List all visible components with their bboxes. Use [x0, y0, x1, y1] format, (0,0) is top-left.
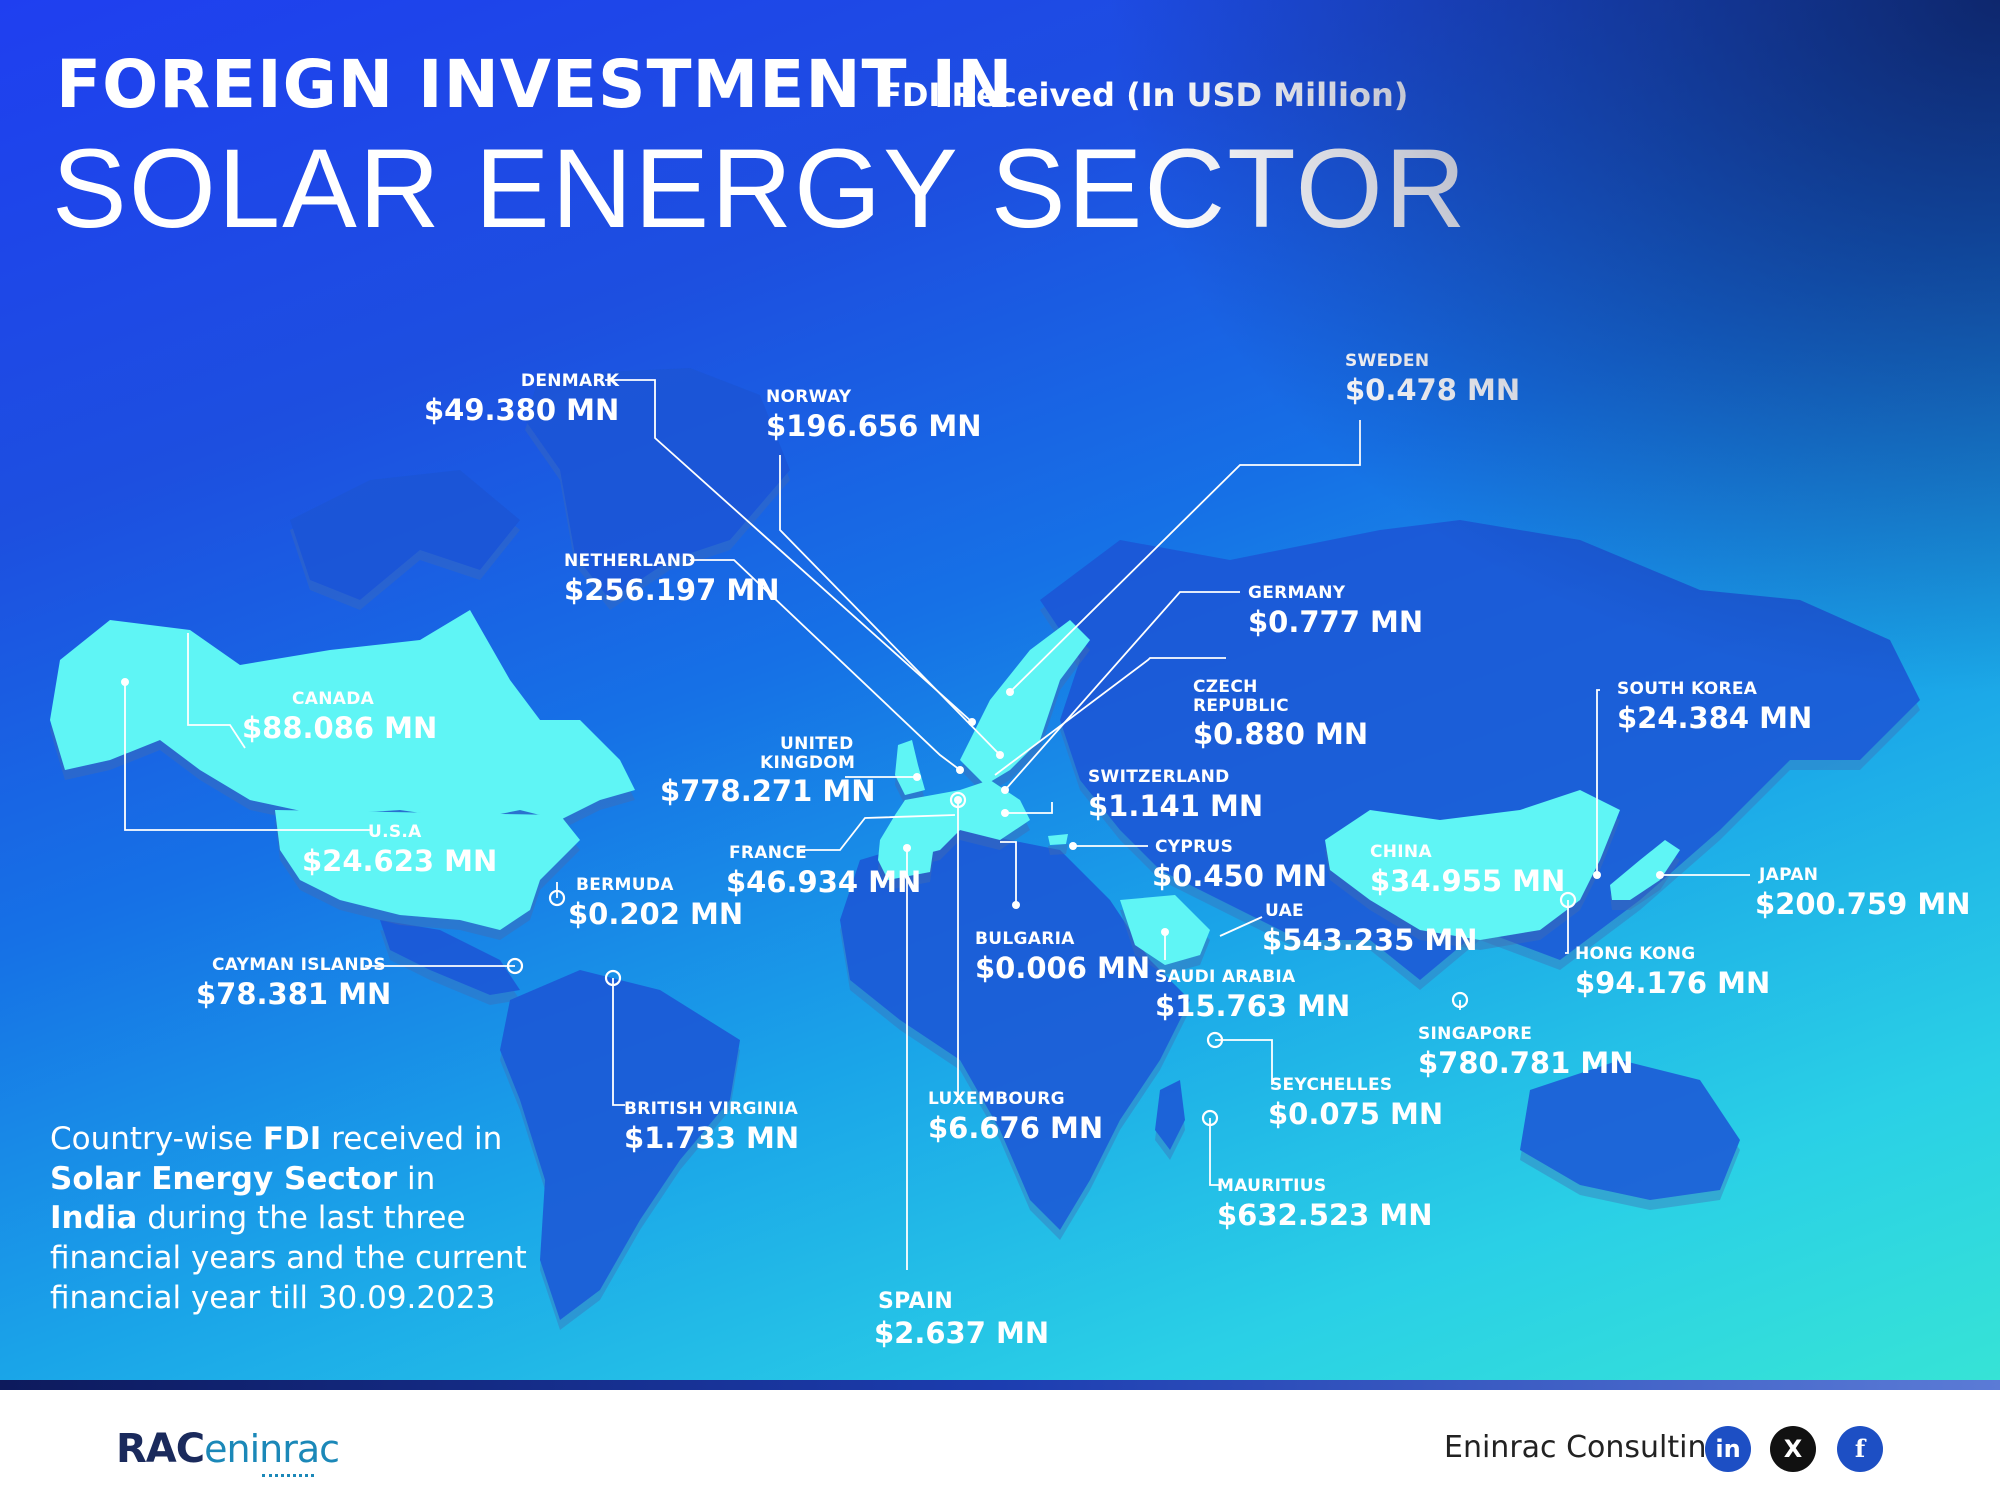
- linkedin-icon[interactable]: in: [1705, 1426, 1751, 1472]
- eninrac-logo: RACeninrac: [116, 1426, 340, 1472]
- label-usa: U.S.A $24.623 MN: [302, 822, 498, 878]
- label-netherland: NETHERLAND $256.197 MN: [564, 551, 780, 607]
- china-highlight: [1325, 790, 1620, 940]
- label-canada: CANADA $88.086 MN: [242, 689, 438, 745]
- company-name: Eninrac Consulting: [1444, 1430, 1726, 1465]
- label-luxembourg: LUXEMBOURG $6.676 MN: [928, 1089, 1104, 1145]
- uk-highlight: [895, 740, 925, 795]
- label-sweden: SWEDEN $0.478 MN: [1345, 351, 1521, 407]
- label-british-virginia: BRITISH VIRGINIA $1.733 MN: [624, 1099, 800, 1155]
- scandinavia-highlight: [960, 620, 1090, 785]
- label-czech-republic: CZECH REPUBLIC $0.880 MN: [1193, 677, 1369, 752]
- label-norway: NORWAY $196.656 MN: [766, 387, 982, 443]
- label-switzerland: SWITZERLAND $1.141 MN: [1088, 767, 1264, 823]
- label-uae: UAE $543.235 MN: [1262, 901, 1478, 957]
- infographic-canvas: FOREIGN INVESTMENT IN FDI Received (In U…: [0, 0, 2000, 1380]
- label-france: FRANCE $46.934 MN: [726, 843, 922, 899]
- facebook-icon[interactable]: f: [1837, 1426, 1883, 1472]
- japan-highlight: [1610, 840, 1680, 900]
- cyprus-highlight: [1048, 834, 1068, 845]
- logo-dots: [262, 1474, 314, 1481]
- label-cayman-islands: CAYMAN ISLANDS $78.381 MN: [196, 955, 392, 1011]
- location-dots: [121, 678, 1664, 936]
- label-denmark: DENMARK $49.380 MN: [424, 371, 620, 427]
- label-germany: GERMANY $0.777 MN: [1248, 583, 1424, 639]
- title-line-1: FOREIGN INVESTMENT IN: [56, 46, 1014, 123]
- label-bermuda: BERMUDA $0.202 MN: [568, 875, 744, 931]
- label-south-korea: SOUTH KOREA $24.384 MN: [1617, 679, 1813, 735]
- title-subtitle: FDI Received (In USD Million): [880, 76, 1409, 114]
- label-saudi-arabia: SAUDI ARABIA $15.763 MN: [1155, 967, 1351, 1023]
- south-america-landmass: [500, 970, 740, 1320]
- world-map: [50, 368, 1920, 1320]
- leader-lines: [124, 379, 1750, 1270]
- label-china: CHINA $34.955 MN: [1370, 842, 1566, 898]
- label-seychelles: SEYCHELLES $0.075 MN: [1268, 1075, 1444, 1131]
- label-cyprus: CYPRUS $0.450 MN: [1152, 837, 1328, 893]
- footer: RACeninrac Eninrac Consulting in X f: [0, 1390, 2000, 1500]
- africa-landmass: [840, 830, 1190, 1230]
- title-line-2: SOLAR ENERGY SECTOR: [52, 126, 1468, 251]
- x-icon[interactable]: X: [1770, 1426, 1816, 1472]
- label-bulgaria: BULGARIA $0.006 MN: [975, 929, 1151, 985]
- australia-landmass: [1520, 1060, 1740, 1200]
- logo-rac: RAC: [116, 1426, 205, 1472]
- label-singapore: SINGAPORE $780.781 MN: [1418, 1024, 1634, 1080]
- madagascar-landmass: [1155, 1080, 1185, 1150]
- label-japan: JAPAN $200.759 MN: [1755, 865, 1971, 921]
- eurasia-landmass: [1040, 520, 1920, 980]
- label-mauritius: MAURITIUS $632.523 MN: [1217, 1176, 1433, 1232]
- canada-highlight: [50, 610, 635, 820]
- caption-text: Country-wise FDI received in Solar Energ…: [50, 1121, 527, 1316]
- footer-divider: [0, 1380, 2000, 1390]
- usa-highlight: [275, 810, 580, 930]
- label-united-kingdom: UNITED KINGDOM $778.271 MN: [660, 734, 876, 809]
- label-hong-kong: HONG KONG $94.176 MN: [1575, 944, 1771, 1000]
- label-spain: SPAIN $2.637 MN: [874, 1289, 1050, 1351]
- greenland-landmass: [525, 368, 790, 600]
- central-america-landmass: [380, 920, 520, 995]
- logo-eninrac: eninrac: [204, 1427, 340, 1471]
- island-rings: [506, 791, 1577, 1127]
- arctic-islands: [290, 470, 520, 600]
